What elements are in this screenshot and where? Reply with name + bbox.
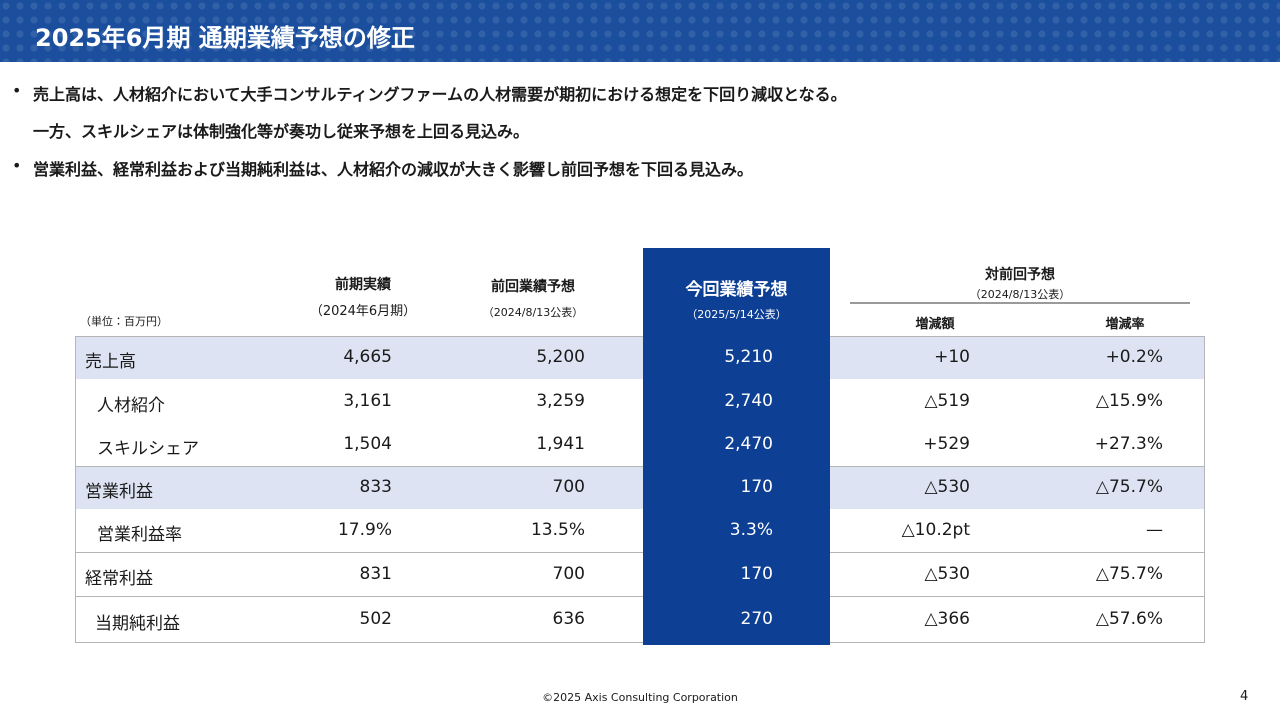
table-cell: 831 xyxy=(359,563,392,584)
column-header: 今回業績予想 xyxy=(685,280,788,300)
table-cell: 5,210 xyxy=(724,347,773,367)
table-cell: +529 xyxy=(923,433,970,454)
table-cell: △366 xyxy=(924,609,970,629)
row-label: 経常利益 xyxy=(85,568,153,589)
table-cell: 2,470 xyxy=(724,433,773,454)
table-cell: △57.6% xyxy=(1095,609,1163,629)
table-cell: 636 xyxy=(552,609,585,629)
bullet-dot: • xyxy=(12,81,22,100)
row-label: 営業利益率 xyxy=(97,524,182,545)
table-cell: 3,161 xyxy=(343,390,392,411)
table-cell: △75.7% xyxy=(1095,563,1163,584)
title: 2025年6月期 通期業績予想の修正 xyxy=(35,24,415,52)
table-cell: 4,665 xyxy=(343,347,392,367)
bullet: 売上高は、人材紹介において大手コンサルティングファームの人材需要が期初における想… xyxy=(33,85,847,104)
table-cell: 2,740 xyxy=(724,390,773,411)
copyright: ©2025 Axis Consulting Corporation xyxy=(542,691,738,704)
bullet-dot: • xyxy=(12,156,22,175)
page-number: 4 xyxy=(1240,689,1249,704)
row-separator xyxy=(76,466,1204,467)
row-band xyxy=(76,467,1204,509)
table-cell: 13.5% xyxy=(530,519,585,540)
column-note: （2025/5/14公表） xyxy=(686,308,787,321)
row-separator xyxy=(76,552,1204,553)
column-note: （2024/8/13公表） xyxy=(482,306,584,319)
header-bar xyxy=(0,0,1280,62)
table-cell: △75.7% xyxy=(1095,476,1163,497)
subcolumn-header: 増減率 xyxy=(1105,317,1145,332)
table-cell: 170 xyxy=(740,563,773,584)
table-cell: 1,504 xyxy=(343,433,392,454)
bullet: 営業利益、経常利益および当期純利益は、人材紹介の減収が大きく影響し前回予想を下回… xyxy=(33,160,754,179)
row-label: 当期純利益 xyxy=(95,614,180,634)
table-cell: 5,200 xyxy=(536,347,585,367)
row-label: スキルシェア xyxy=(97,438,199,459)
table-cell: 833 xyxy=(359,476,392,497)
table-cell: +27.3% xyxy=(1094,433,1163,454)
group-rule xyxy=(850,302,1190,304)
table-cell: 17.9% xyxy=(337,519,392,540)
highlight-column xyxy=(643,248,830,645)
table-cell: — xyxy=(1146,519,1163,540)
row-separator xyxy=(76,596,1204,597)
group-note: （2024/8/13公表） xyxy=(969,288,1071,301)
table-cell: 270 xyxy=(740,609,773,629)
table-cell: 700 xyxy=(552,476,585,497)
subcolumn-header: 増減額 xyxy=(915,317,955,332)
column-header: 前回業績予想 xyxy=(491,279,575,295)
table-cell: △519 xyxy=(924,390,970,411)
group-header: 対前回予想 xyxy=(985,267,1055,283)
table-frame xyxy=(75,336,1205,643)
bullet: 一方、スキルシェアは体制強化等が奏功し従来予想を上回る見込み。 xyxy=(33,122,530,141)
table-cell: 170 xyxy=(740,476,773,497)
table-cell: 3.3% xyxy=(729,519,773,540)
table-cell: 3,259 xyxy=(536,390,585,411)
column-note: （2024年6月期） xyxy=(309,304,417,319)
row-label: 売上高 xyxy=(85,352,136,372)
table-cell: △530 xyxy=(924,563,970,584)
column-header: 前期実績 xyxy=(335,277,391,293)
table-cell: △10.2pt xyxy=(901,519,970,540)
row-band xyxy=(76,337,1204,379)
table-cell: 700 xyxy=(552,563,585,584)
table-cell: 1,941 xyxy=(536,433,585,454)
row-label: 人材紹介 xyxy=(97,395,165,416)
table-cell: 502 xyxy=(359,609,392,629)
unit-label: （単位：百万円） xyxy=(80,315,168,328)
row-label: 営業利益 xyxy=(85,481,153,502)
table-cell: △15.9% xyxy=(1095,390,1163,411)
table-cell: +0.2% xyxy=(1105,347,1163,367)
table-cell: △530 xyxy=(924,476,970,497)
table-cell: +10 xyxy=(934,347,970,367)
